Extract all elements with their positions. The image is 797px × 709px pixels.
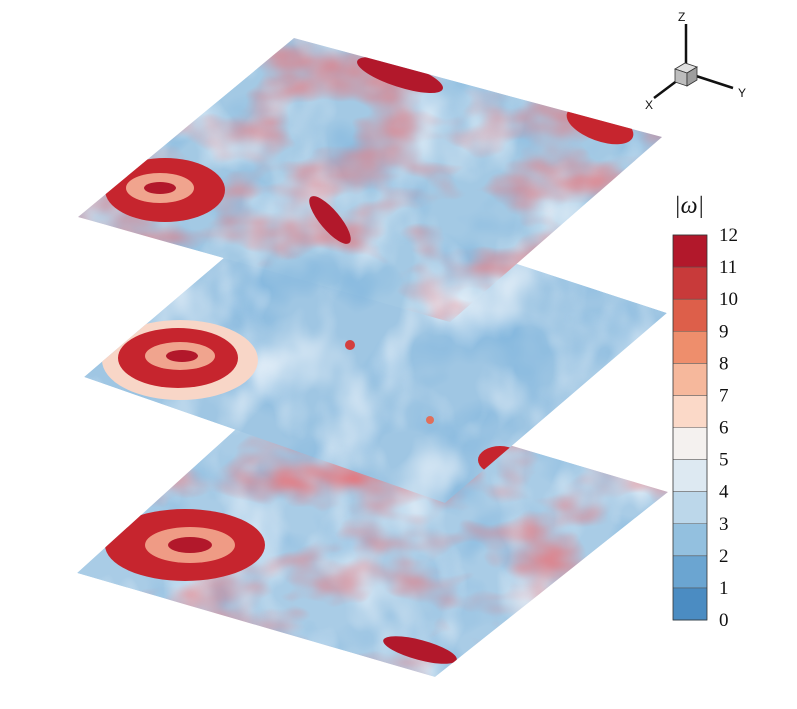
colorbar-title: |ω| (674, 193, 704, 219)
colorbar-band (673, 299, 707, 332)
colorbar-tick-label: 5 (719, 450, 729, 471)
colorbar-band (673, 395, 707, 428)
colorbar-tick-label: 8 (719, 353, 729, 374)
colorbar-tick-label: 4 (719, 482, 729, 503)
colorbar-tick-label: 2 (719, 546, 729, 567)
colorbar-tick-label: 1 (719, 578, 729, 599)
colorbar-tick-label: 0 (719, 610, 729, 631)
colorbar-tick-label: 6 (719, 418, 729, 439)
colorbar-band (673, 427, 707, 461)
colorbar-bands (673, 234, 707, 621)
colorbar-band (673, 523, 707, 557)
z-axis-label: Z (678, 10, 685, 24)
y-axis-label: Y (738, 86, 746, 100)
axes-triad: Z X Y (645, 10, 746, 112)
colorbar-band (673, 235, 707, 268)
colorbar-band (673, 363, 707, 396)
colorbar-tick-label: 7 (719, 385, 729, 406)
colorbar-band (673, 555, 707, 589)
colorbar-tick-label: 10 (719, 289, 738, 310)
colorbar-tick-label: 11 (719, 257, 737, 278)
x-axis-label: X (645, 98, 653, 112)
colorbar-band (673, 491, 707, 525)
colorbar-tick-label: 12 (719, 225, 738, 246)
orientation-cube-icon (674, 62, 698, 87)
colorbar-frame (672, 234, 708, 621)
colorbar-tick-label: 9 (719, 321, 729, 342)
colorbar-band (673, 587, 707, 621)
colorbar-tick-label: 3 (719, 514, 729, 535)
colorbar-band (673, 331, 707, 364)
colorbar-band (673, 459, 707, 493)
colorbar-band (673, 267, 707, 300)
